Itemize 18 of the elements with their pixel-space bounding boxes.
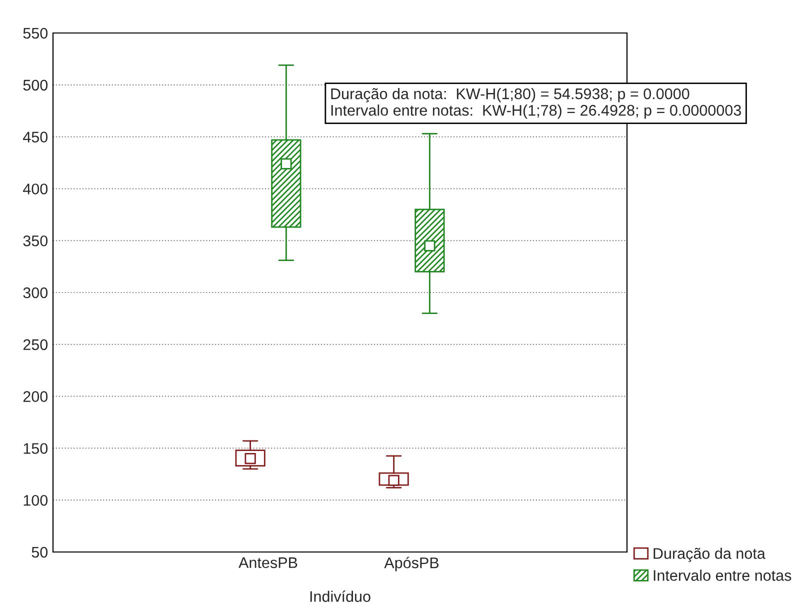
y-tick-label: 250 [23,339,48,350]
y-tick-label: 300 [23,287,48,298]
y-tick-label: 400 [23,184,48,194]
y-tick-label: 200 [23,391,48,402]
x-tick-label: ApósPB [384,556,439,572]
y-tick-label: 350 [23,235,48,246]
y-tick-label: 550 [23,28,48,39]
y-tick-label: 150 [24,443,48,454]
y-tick-label: 450 [23,132,48,142]
x-tick-label: AntesPB [238,557,298,568]
legend-label: Duração da nota [654,548,766,562]
annotation: Duração da nota: KW-H(1;80) = 54.5938; p = 0.0000 [331,88,690,102]
y-tick-label: 500 [23,80,48,91]
x-axis-title: Indivíduo [310,590,370,602]
annotation: Intervalo entre notas: KW-H(1;78) = 26.4928; p = 0.0000003 [331,104,741,119]
y-tick-label: 100 [24,494,48,506]
y-tick-label: 50 [32,546,48,558]
legend-label: Intervalo entre notas [654,570,792,581]
